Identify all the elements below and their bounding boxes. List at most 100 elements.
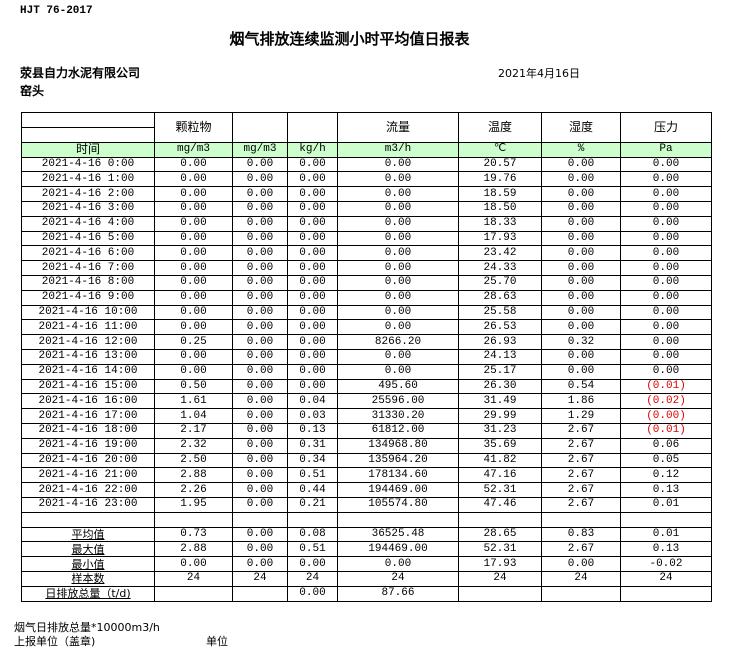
footer-unit: 单位 [206, 635, 228, 648]
time-cell: 2021-4-16 17:00 [21, 408, 155, 424]
value-cell: 0.00 [620, 289, 712, 306]
value-cell: 0.00 [154, 186, 233, 202]
value-cell: 0.00 [154, 230, 233, 247]
value-cell: 0.00 [232, 378, 288, 395]
summary-label: 样本数 [21, 570, 155, 587]
value-cell: 0.00 [620, 245, 712, 262]
table-row: 2021-4-16 19:00 2.32 0.00 0.31 134968.80 35.6… [21, 437, 712, 454]
value-cell: 1.29 [541, 408, 621, 424]
summary-label: 平均值 [21, 526, 155, 543]
table-row: 2021-4-16 12:00 0.25 0.00 0.00 8266.20 26.93 0… [21, 334, 712, 350]
value-cell: 0.00 [620, 230, 712, 247]
value-cell: 0.00 [287, 200, 338, 217]
value-cell: 0.51 [287, 467, 338, 484]
value-cell: 24 [458, 570, 542, 587]
value-cell: 0.73 [154, 526, 233, 543]
value-cell: 0.00 [232, 289, 288, 306]
time-cell: 2021-4-16 0:00 [21, 156, 155, 173]
table-row: 2021-4-16 2:00 0.00 0.00 0.00 0.00 18.59 0.00 0… [21, 186, 712, 202]
value-cell: 1.86 [541, 393, 621, 410]
monitoring-point: 窑头 [20, 84, 45, 98]
table-row: 2021-4-16 11:00 0.00 0.00 0.00 0.00 26.53 0.00… [21, 319, 712, 336]
value-cell: 0.00 [337, 245, 459, 262]
time-cell: 2021-4-16 22:00 [21, 482, 155, 498]
header-pm: 颗粒物 [154, 112, 233, 143]
value-cell: 26.93 [458, 334, 542, 350]
time-cell: 2021-4-16 3:00 [21, 200, 155, 217]
time-cell: 2021-4-16 1:00 [21, 171, 155, 188]
value-cell [154, 585, 233, 602]
table-row: 2021-4-16 6:00 0.00 0.00 0.00 0.00 23.42 0.00 0… [21, 245, 712, 262]
value-cell: 1.95 [154, 496, 233, 513]
header-humidity: 湿度 [541, 112, 621, 143]
value-cell: 0.00 [232, 408, 288, 424]
value-cell: 0.00 [154, 171, 233, 188]
report-title-wrap: 烟气排放连续监测小时平均值日报表 [0, 28, 729, 49]
value-cell: 31330.20 [337, 408, 459, 424]
value-cell: 31.49 [458, 393, 542, 410]
standard-code: HJT 76-2017 [20, 5, 93, 17]
value-cell: 194469.00 [337, 482, 459, 498]
value-cell: 0.04 [287, 393, 338, 410]
value-cell: 25596.00 [337, 393, 459, 410]
value-cell: 0.00 [232, 171, 288, 188]
table-row: 2021-4-16 5:00 0.00 0.00 0.00 0.00 17.93 0.00 0… [21, 230, 712, 247]
unit-cell: m3/h [337, 141, 459, 158]
value-cell: 0.00 [154, 556, 233, 572]
table-row: 2021-4-16 17:00 1.04 0.00 0.03 31330.20 29.99… [21, 408, 712, 424]
value-cell: 0.00 [541, 200, 621, 217]
value-cell: 28.65 [458, 526, 542, 543]
unit-cell: mg/m3 [154, 141, 233, 158]
value-cell [232, 585, 288, 602]
unit-cell: kg/h [287, 141, 338, 158]
value-cell: 0.00 [232, 526, 288, 543]
value-cell: 0.00 [620, 304, 712, 321]
header-time: 时间 [21, 141, 155, 158]
value-cell: 0.00 [232, 393, 288, 410]
value-cell: 0.00 [232, 156, 288, 173]
value-cell: 61812.00 [337, 422, 459, 439]
value-cell: 0.44 [287, 482, 338, 498]
time-cell: 2021-4-16 20:00 [21, 452, 155, 469]
blank-row [21, 511, 712, 528]
value-cell: 0.00 [287, 363, 338, 380]
value-cell: 0.00 [541, 245, 621, 262]
value-cell: 0.00 [287, 274, 338, 291]
value-cell: 0.00 [337, 556, 459, 572]
table-row: 2021-4-16 22:00 2.26 0.00 0.44 194469.00 52.3… [21, 482, 712, 498]
table-row: 2021-4-16 16:00 1.61 0.00 0.04 25596.00 31.49… [21, 393, 712, 410]
report-table: 颗粒物 流量 温度 湿度 压力 时间 mg/m3 mg/m3 kg/h m3/h… [21, 112, 712, 602]
unit-cell: % [541, 141, 621, 158]
value-cell: 0.00 [154, 274, 233, 291]
time-cell: 2021-4-16 5:00 [21, 230, 155, 247]
value-cell: 2.32 [154, 437, 233, 454]
blank-cell [620, 511, 712, 528]
value-cell: 24.33 [458, 260, 542, 276]
value-cell: 0.00 [232, 334, 288, 350]
table-row: 2021-4-16 14:00 0.00 0.00 0.00 0.00 25.17 0.00… [21, 363, 712, 380]
value-cell: 0.00 [337, 156, 459, 173]
value-cell: 25.17 [458, 363, 542, 380]
time-cell: 2021-4-16 21:00 [21, 467, 155, 484]
table-row: 2021-4-16 15:00 0.50 0.00 0.00 495.60 26.30 0.… [21, 378, 712, 395]
summary-row: 样本数 24 24 24 24 24 24 24 [21, 570, 712, 587]
value-cell: 26.53 [458, 319, 542, 336]
value-cell: 0.00 [232, 422, 288, 439]
value-cell: 0.00 [541, 186, 621, 202]
value-cell: 495.60 [337, 378, 459, 395]
value-cell: 0.05 [620, 452, 712, 469]
value-cell: 36525.48 [337, 526, 459, 543]
value-cell: 0.00 [620, 171, 712, 188]
footer-reporting-unit: 上报单位（盖章) [14, 635, 96, 648]
value-cell: 0.00 [541, 215, 621, 232]
value-cell: 1.61 [154, 393, 233, 410]
value-cell: 0.01 [620, 526, 712, 543]
value-cell: 2.67 [541, 467, 621, 484]
value-cell: 135964.20 [337, 452, 459, 469]
value-cell: 28.63 [458, 289, 542, 306]
value-cell: 0.00 [337, 171, 459, 188]
value-cell: 0.13 [620, 482, 712, 498]
value-cell: 0.00 [287, 230, 338, 247]
value-cell: 0.34 [287, 452, 338, 469]
value-cell: 0.00 [154, 156, 233, 173]
